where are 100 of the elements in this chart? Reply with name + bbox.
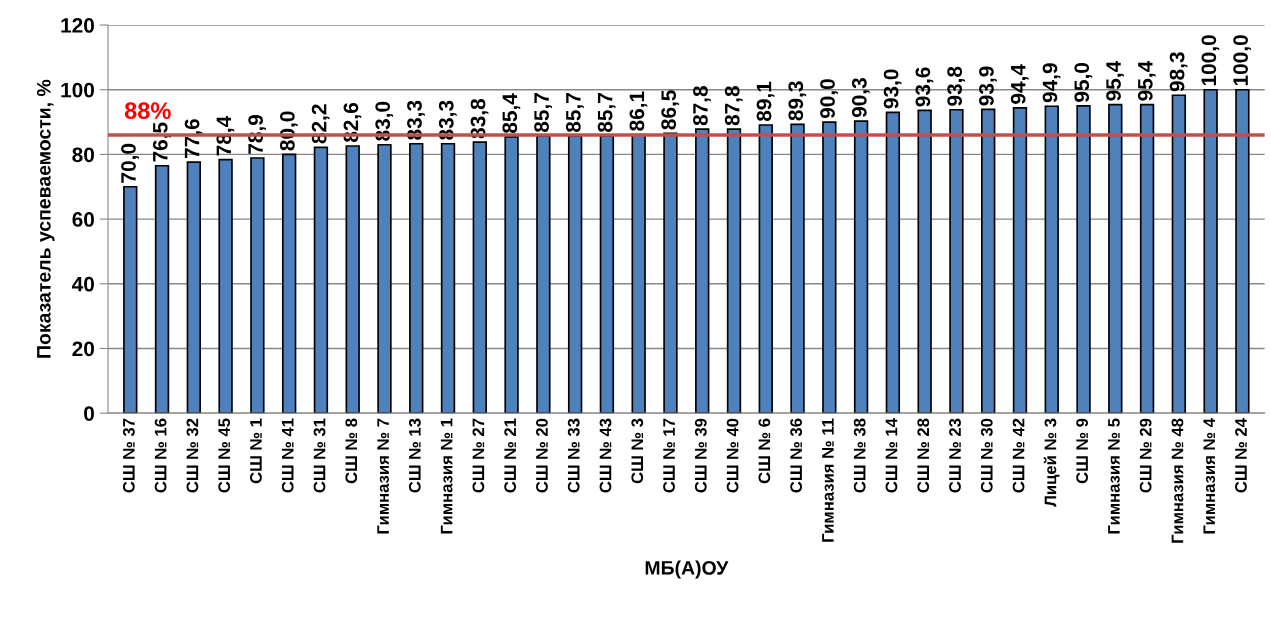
bar: [504, 136, 519, 414]
x-tick-label: СШ № 43: [599, 418, 612, 493]
annotation: 88%: [124, 102, 171, 120]
bar: [345, 145, 360, 414]
data-label: 98,3: [1169, 52, 1188, 92]
data-label: 89,3: [788, 81, 807, 121]
x-tick-label: СШ № 23: [949, 418, 961, 493]
data-label: 90,3: [851, 78, 870, 118]
bar: [822, 121, 837, 414]
bar: [250, 157, 265, 414]
data-label: 76,5: [152, 122, 171, 162]
x-tick-label: СШ № 39: [694, 418, 707, 493]
data-label: 93,6: [915, 67, 934, 107]
data-label: 85,7: [565, 93, 584, 133]
bar: [790, 123, 805, 414]
x-tick-label: СШ № 20: [536, 418, 548, 493]
bar: [440, 142, 456, 414]
x-tick-label: СШ № 31: [313, 418, 326, 493]
bar: [154, 164, 170, 414]
data-label: 83,3: [438, 100, 457, 140]
x-tick-label: СШ № 45: [218, 418, 231, 493]
x-tick-label: СШ № 30: [980, 418, 993, 493]
bar: [377, 143, 392, 414]
data-label: 100,0: [1233, 35, 1252, 86]
x-tick-label: СШ № 29: [1139, 418, 1152, 493]
data-label: 93,0: [883, 69, 902, 109]
data-label: 86,1: [629, 91, 648, 131]
x-tick-label: СШ № 33: [567, 418, 580, 493]
x-tick-label: СШ № 24: [1235, 418, 1247, 493]
bar: [1235, 88, 1250, 414]
x-tick-label: СШ № 17: [663, 418, 675, 493]
bar: [472, 141, 487, 414]
x-tick-label: СШ № 1: [250, 418, 262, 484]
bar: [1139, 103, 1155, 414]
x-tick-label: Гимназия № 11: [822, 418, 834, 542]
data-label: 77,6: [184, 119, 203, 159]
x-axis-title: МБ(А)ОУ: [645, 560, 729, 579]
bar: [186, 161, 202, 414]
y-axis-title: Показатель успеваемости, %: [36, 79, 55, 358]
bar: [981, 108, 996, 414]
x-tick-label: СШ № 9: [1076, 418, 1088, 484]
bar: [123, 185, 138, 414]
bar: [758, 124, 773, 414]
x-tick-label: СШ № 28: [917, 418, 930, 493]
y-tick-label: 100: [61, 82, 94, 98]
data-label: 90,0: [820, 79, 838, 119]
data-label: 100,0: [1201, 35, 1220, 86]
data-label: 94,9: [1042, 63, 1061, 103]
x-tick-label: СШ № 36: [790, 418, 803, 493]
y-tick-label: 80: [72, 147, 94, 163]
data-label: 87,8: [724, 86, 743, 126]
x-tick-label: Лицей № 3: [1043, 418, 1060, 507]
bar: [917, 109, 932, 414]
x-tick-label: СШ № 21: [504, 418, 517, 493]
y-tick-label: 20: [72, 341, 94, 357]
x-tick-label: СШ № 3: [631, 418, 644, 484]
x-tick-label: СШ № 16: [154, 418, 167, 493]
data-label: 95,4: [1137, 60, 1156, 101]
data-label: 95,4: [1106, 60, 1124, 101]
data-label: 87,8: [693, 86, 711, 126]
x-tick-label: СШ № 40: [726, 418, 739, 493]
data-label: 95,0: [1074, 62, 1093, 102]
bar: [695, 128, 710, 414]
data-label: 83,3: [407, 100, 425, 140]
data-label: 94,4: [1010, 64, 1029, 104]
x-tick-label: СШ № 37: [122, 418, 135, 493]
x-tick-label: СШ № 6: [758, 418, 771, 484]
bar: [1044, 105, 1059, 414]
bar: [567, 135, 583, 414]
bar: [536, 135, 551, 414]
bar: [853, 120, 869, 414]
bar: [409, 142, 424, 414]
x-tick-label: Гимназия № 7: [377, 418, 389, 534]
x-tick-label: СШ № 27: [472, 418, 485, 493]
bar: [313, 146, 329, 414]
bar: [949, 108, 964, 414]
y-tick-label: 120: [61, 18, 94, 33]
bar: [599, 135, 615, 414]
y-tick-label: 40: [71, 276, 94, 292]
x-tick-label: СШ № 38: [853, 418, 866, 493]
data-label: 89,1: [756, 81, 775, 122]
x-tick-label: СШ № 13: [408, 418, 421, 493]
bar: [1012, 107, 1028, 414]
bar: [885, 111, 901, 414]
y-tick-label: 0: [84, 406, 94, 421]
x-tick-label: СШ № 32: [186, 418, 199, 493]
data-label: 85,7: [534, 93, 552, 133]
bar: [726, 128, 742, 414]
bar: [1171, 94, 1187, 414]
bar: [218, 158, 233, 414]
x-tick-label: Гимназия № 1: [440, 418, 453, 534]
x-tick-label: Гимназия № 4: [1203, 418, 1216, 534]
x-tick-label: СШ № 42: [1012, 418, 1025, 493]
bar: [1203, 88, 1218, 414]
x-tick-label: СШ № 14: [885, 418, 898, 493]
data-label: 85,7: [597, 93, 616, 133]
x-tick-label: СШ № 41: [281, 418, 294, 493]
y-tick-label: 60: [72, 212, 94, 227]
data-label: 70,0: [121, 143, 139, 183]
x-tick-label: СШ № 8: [345, 418, 358, 484]
